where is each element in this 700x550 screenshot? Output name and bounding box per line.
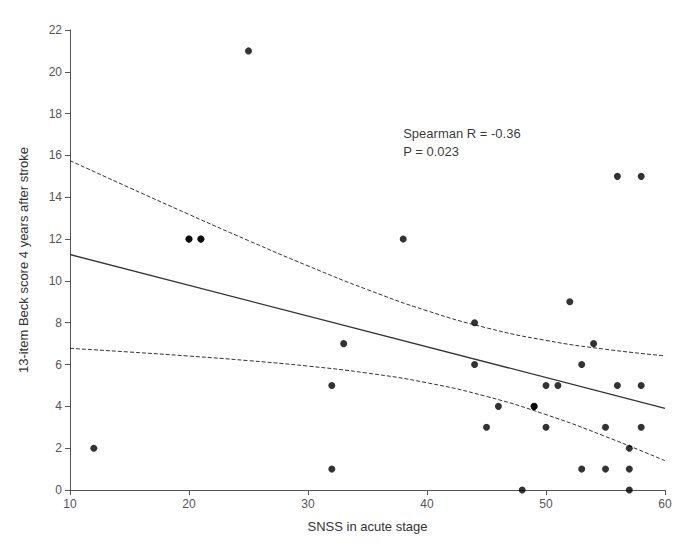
svg-text:6: 6 [55,358,62,372]
svg-text:13-item Beck score 4 years aft: 13-item Beck score 4 years after stroke [16,147,31,373]
svg-text:P = 0.023: P = 0.023 [403,144,459,159]
svg-text:2: 2 [55,441,62,455]
svg-text:Spearman R = -0.36: Spearman R = -0.36 [403,126,520,141]
svg-text:8: 8 [55,316,62,330]
svg-text:12: 12 [49,232,63,246]
svg-text:16: 16 [49,148,63,162]
svg-text:20: 20 [49,65,63,79]
svg-text:18: 18 [49,107,63,121]
svg-text:20: 20 [182,497,196,511]
svg-text:14: 14 [49,190,63,204]
svg-text:0: 0 [55,483,62,497]
svg-text:4: 4 [55,399,62,413]
svg-text:SNSS in acute stage: SNSS in acute stage [308,519,428,534]
svg-text:50: 50 [539,497,553,511]
svg-text:40: 40 [420,497,434,511]
svg-text:22: 22 [49,23,63,37]
svg-text:10: 10 [49,274,63,288]
svg-text:10: 10 [63,497,77,511]
svg-text:60: 60 [658,497,672,511]
svg-text:30: 30 [301,497,315,511]
